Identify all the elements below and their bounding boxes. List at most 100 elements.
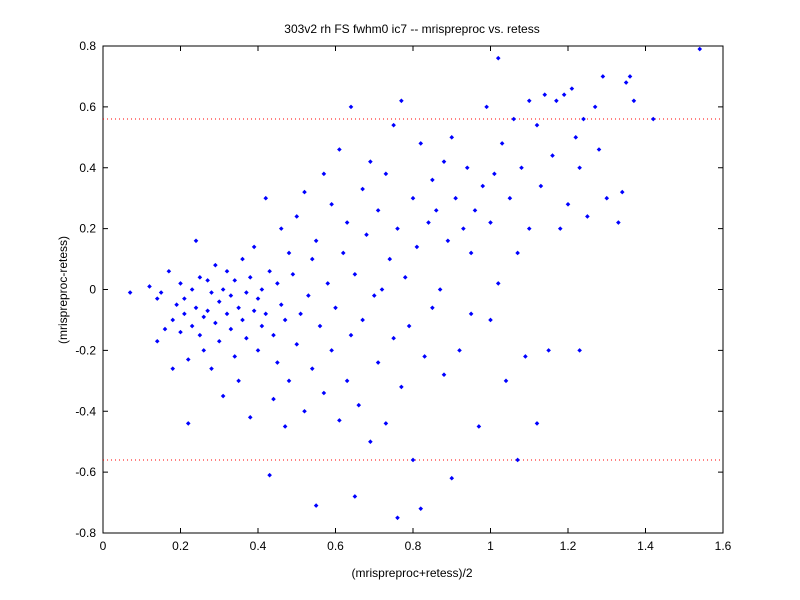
data-point [426,220,431,225]
data-point [399,384,404,390]
data-point [147,284,152,289]
data-point [321,171,327,177]
x-tick-label: 0.4 [250,539,267,553]
data-point [352,494,358,499]
data-point [170,366,176,371]
data-point [468,250,474,256]
data-point [259,287,265,292]
data-point [267,472,272,478]
data-point [379,287,385,292]
data-point [313,503,319,508]
data-point [418,141,424,146]
data-point [329,201,334,207]
data-point [263,311,269,317]
data-point [395,515,400,521]
data-point [600,74,606,79]
data-point [596,147,602,152]
data-point [182,311,187,317]
data-point [402,275,408,280]
data-point [495,281,501,286]
data-point [526,226,532,231]
data-point [302,408,307,414]
data-point [275,281,280,286]
data-point [337,147,342,152]
data-point [271,396,276,402]
x-tick-label: 1.2 [560,539,577,553]
data-point [228,326,234,332]
data-point [201,348,207,353]
data-point [468,311,474,317]
data-point [344,378,350,384]
data-point [697,46,703,52]
data-point [224,268,230,274]
data-point [220,287,226,292]
y-axis-label: (mrispreproc-retess) [56,236,70,344]
data-point [201,314,207,320]
data-point [356,402,362,408]
data-point [337,418,342,423]
data-point [220,393,226,399]
data-point [228,293,234,298]
data-point [441,159,447,164]
data-point [619,189,625,195]
data-point [383,171,389,177]
data-point [251,244,257,250]
y-tick-label: 0.2 [79,222,96,236]
x-tick-label: 0.2 [172,539,189,553]
data-point [515,250,520,256]
y-tick-label: 0.8 [79,39,96,53]
data-point [236,305,241,311]
data-point [368,439,373,444]
data-point [464,165,470,171]
data-point [360,186,365,192]
x-tick-label: 1 [487,539,494,553]
data-point [286,250,292,256]
data-point [441,372,447,378]
x-tick-label: 0.8 [405,539,422,553]
y-tick-label: -0.2 [75,343,96,357]
data-point [623,80,629,85]
data-point [472,208,478,213]
data-point [286,378,292,384]
data-point [433,208,439,213]
data-point [127,290,133,295]
data-point [453,195,458,201]
data-point [178,329,183,335]
data-point [329,348,334,353]
data-point [244,335,249,341]
y-tick-label: 0.4 [79,161,96,175]
data-point [205,308,210,314]
data-point [399,98,404,104]
data-point [290,271,296,277]
data-point [538,183,544,189]
data-point [309,366,315,371]
data-point [484,104,489,110]
data-point [278,302,284,308]
data-point [604,195,610,201]
data-point [565,201,571,207]
data-point [189,287,195,292]
data-point [561,92,567,97]
data-point [255,296,261,301]
data-point [542,92,548,97]
data-point [348,104,354,110]
data-point [523,354,528,359]
data-point [476,424,482,429]
data-point [185,421,191,426]
data-point [275,360,280,365]
data-point [430,177,435,183]
data-point [577,348,582,353]
data-point [333,305,338,311]
data-point [503,378,509,384]
data-point [461,226,466,231]
data-point [418,506,424,511]
data-point [371,293,377,298]
data-point [193,305,199,311]
data-point [294,214,300,219]
data-point [569,86,575,91]
data-point [391,335,396,341]
data-point [488,317,493,323]
data-point [174,302,179,308]
data-point [309,256,315,262]
